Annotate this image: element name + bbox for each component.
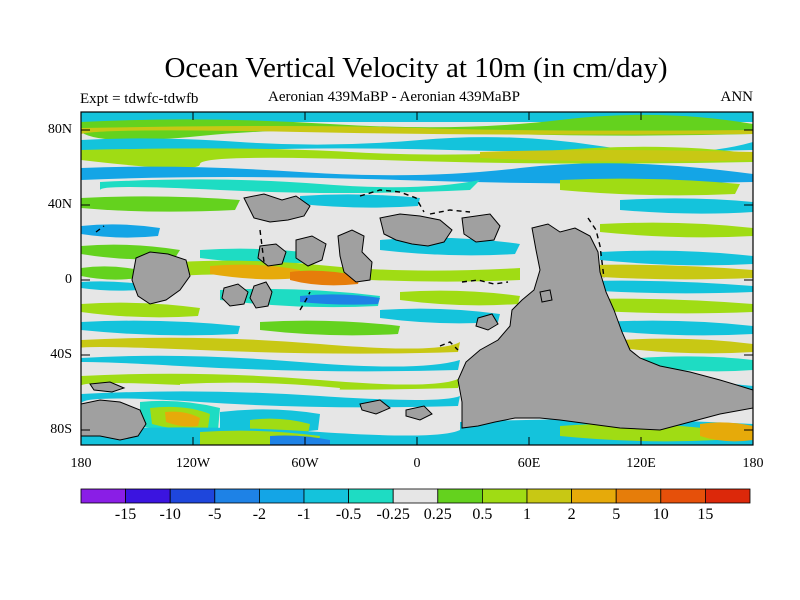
map-area	[81, 112, 753, 445]
x-label-0: 0	[413, 456, 421, 471]
land-central-b	[295, 235, 327, 267]
land-west-continent	[131, 251, 191, 305]
colorbar-label: 5	[612, 506, 621, 523]
x-label-60w: 60W	[291, 456, 319, 471]
page-title: Ocean Vertical Velocity at 10m (in cm/da…	[164, 52, 668, 84]
colorbar-box	[437, 488, 483, 504]
colorbar-label: -0.5	[335, 506, 362, 523]
land-central-a	[337, 229, 373, 283]
land-north-island-b	[461, 213, 501, 243]
land-central-c	[257, 243, 287, 267]
colorbar-box	[705, 488, 751, 504]
y-label-40s: 40S	[50, 347, 72, 362]
colorbar-label: -1	[297, 506, 311, 523]
land-south-west	[81, 399, 147, 441]
y-label-80n: 80N	[47, 122, 72, 137]
colorbar-box	[125, 488, 171, 504]
experiment-label: Expt = tdwfc-tdwfb	[80, 91, 199, 107]
period-label: Aeronian 439MaBP - Aeronian 439MaBP	[268, 89, 520, 105]
x-label-120w: 120W	[175, 456, 211, 471]
land-west-island-b	[249, 281, 273, 309]
x-label-120e: 120E	[626, 456, 656, 471]
colorbar-box	[481, 488, 528, 504]
colorbar-box	[526, 488, 572, 504]
colorbar-box	[169, 488, 216, 504]
colorbar-label: -0.25	[376, 506, 410, 523]
colorbar-label: -2	[252, 506, 267, 523]
colorbar-box	[660, 488, 706, 504]
colorbar-label: 1	[523, 506, 531, 523]
land-west-island-a	[221, 283, 249, 307]
colorbar-box	[571, 488, 617, 504]
colorbar-label: 15	[697, 506, 714, 523]
colorbar-label: 2	[567, 506, 576, 523]
x-label-180e: 180	[742, 456, 764, 471]
y-label-80s: 80S	[50, 422, 72, 437]
land-gondwana-east	[457, 223, 753, 431]
land-north-island-c	[243, 193, 311, 223]
colorbar-label: -15	[114, 506, 137, 523]
colorbar-box	[348, 488, 394, 504]
x-label-180w: 180	[70, 456, 92, 471]
axis-ticks	[81, 112, 753, 445]
colorbar-box	[615, 488, 662, 504]
colorbar-label: 0.25	[423, 506, 452, 523]
y-label-40n: 40N	[47, 197, 72, 212]
colorbar-label: -5	[208, 506, 222, 523]
colorbar-box	[80, 488, 126, 504]
land-masses	[81, 193, 753, 441]
colorbar-box	[258, 488, 305, 504]
colorbar-label: 0.5	[472, 506, 493, 523]
season-label: ANN	[720, 89, 754, 105]
colorbar-box	[214, 488, 260, 504]
x-label-60e: 60E	[517, 456, 541, 471]
y-label-0: 0	[65, 272, 72, 287]
dashed-outlines	[95, 189, 605, 351]
colorbar-box	[392, 488, 439, 504]
colorbar-box	[303, 488, 349, 504]
colorbar-label: -10	[159, 506, 181, 523]
colorbar-label: 10	[652, 506, 669, 523]
land-north-island-a	[379, 213, 453, 247]
